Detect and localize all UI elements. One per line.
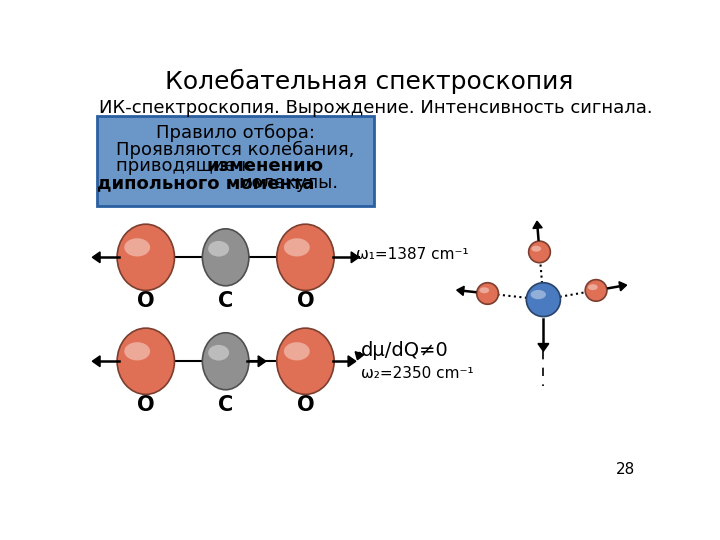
Polygon shape	[258, 356, 266, 367]
Polygon shape	[92, 356, 100, 367]
Polygon shape	[533, 221, 542, 228]
Text: dμ/dQ≠0: dμ/dQ≠0	[361, 341, 449, 360]
Text: 28: 28	[616, 462, 635, 477]
Text: ω₂=2350 cm⁻¹: ω₂=2350 cm⁻¹	[361, 366, 474, 381]
Polygon shape	[456, 286, 464, 295]
Text: ИК-спектроскопия. Вырождение. Интенсивность сигнала.: ИК-спектроскопия. Вырождение. Интенсивно…	[99, 99, 653, 117]
Text: С: С	[218, 395, 233, 415]
Ellipse shape	[208, 241, 229, 256]
Text: дипольного момента: дипольного момента	[97, 174, 315, 192]
Ellipse shape	[531, 246, 541, 252]
Polygon shape	[351, 252, 359, 262]
Ellipse shape	[477, 283, 498, 304]
Text: приводящие к: приводящие к	[115, 158, 355, 176]
FancyBboxPatch shape	[97, 117, 374, 206]
Text: О: О	[137, 291, 155, 311]
Ellipse shape	[276, 328, 334, 394]
Ellipse shape	[526, 283, 560, 316]
Text: изменению: изменению	[206, 158, 323, 176]
Polygon shape	[538, 343, 549, 351]
Ellipse shape	[208, 345, 229, 361]
Polygon shape	[348, 356, 356, 367]
Text: Колебательная спектроскопия: Колебательная спектроскопия	[165, 69, 573, 94]
Text: Правило отбора:: Правило отбора:	[156, 124, 315, 141]
Ellipse shape	[480, 287, 489, 293]
Ellipse shape	[117, 328, 174, 394]
Polygon shape	[619, 282, 626, 291]
Ellipse shape	[202, 333, 249, 390]
Polygon shape	[92, 252, 100, 262]
Ellipse shape	[125, 342, 150, 360]
Ellipse shape	[585, 280, 607, 301]
Text: О: О	[297, 291, 314, 311]
Ellipse shape	[276, 224, 334, 291]
Text: С: С	[218, 291, 233, 311]
Ellipse shape	[117, 224, 174, 291]
Text: ω₁=1387 cm⁻¹: ω₁=1387 cm⁻¹	[356, 247, 469, 262]
Ellipse shape	[125, 238, 150, 256]
Ellipse shape	[202, 229, 249, 286]
Ellipse shape	[531, 290, 546, 299]
Text: О: О	[137, 395, 155, 415]
Text: О: О	[297, 395, 314, 415]
Ellipse shape	[284, 238, 310, 256]
Polygon shape	[355, 352, 364, 360]
Ellipse shape	[528, 241, 550, 262]
Text: Проявляются колебания,: Проявляются колебания,	[116, 140, 354, 159]
Ellipse shape	[588, 284, 598, 290]
Text: молекулы.: молекулы.	[238, 174, 338, 192]
Ellipse shape	[284, 342, 310, 360]
